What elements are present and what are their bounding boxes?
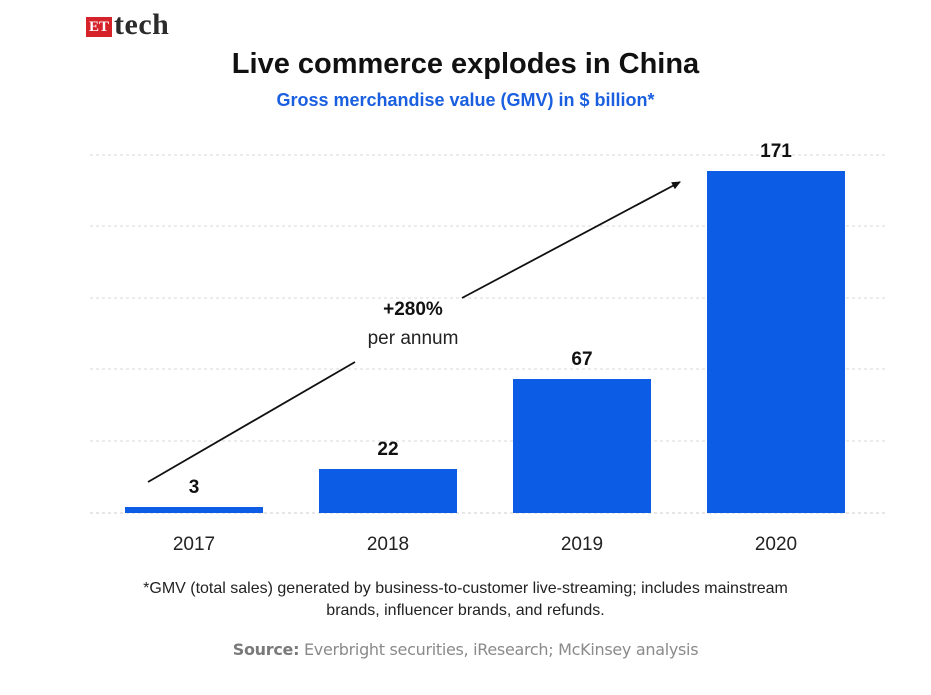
source-line: Source: Everbright securities, iResearch… <box>0 640 931 659</box>
growth-annotation-sub: per annum <box>368 328 459 349</box>
value-label-2020: 171 <box>760 141 792 162</box>
bar-value-labels: 3 22 67 171 <box>189 141 793 498</box>
et-logo-box: ET <box>86 16 113 37</box>
bar-2019 <box>513 379 651 513</box>
growth-arrow <box>147 181 681 483</box>
bar-2017 <box>125 507 263 513</box>
x-tick-2017: 2017 <box>173 534 215 555</box>
chart-subtitle: Gross merchandise value (GMV) in $ billi… <box>276 90 655 110</box>
x-tick-2020: 2020 <box>755 534 797 555</box>
et-tech-logo: ET tech <box>86 8 169 42</box>
bars <box>125 171 845 513</box>
footnote-line-2: brands, influencer brands, and refunds. <box>326 602 605 619</box>
source-text: Everbright securities, iResearch; McKins… <box>303 640 699 659</box>
value-label-2017: 3 <box>189 477 200 498</box>
bar-2018 <box>319 469 457 513</box>
footnote-line-1: *GMV (total sales) generated by business… <box>143 580 788 597</box>
source-label: Source: <box>232 640 300 659</box>
x-tick-2019: 2019 <box>561 534 603 555</box>
bar-2020 <box>707 171 845 513</box>
footnote: *GMV (total sales) generated by business… <box>60 578 871 622</box>
value-label-2018: 22 <box>377 439 398 460</box>
growth-arrow-lower <box>147 361 356 483</box>
value-label-2019: 67 <box>571 349 592 370</box>
growth-annotation-main: +280% <box>383 299 443 320</box>
tech-logo-word: tech <box>114 8 170 41</box>
x-axis-ticks: 2017 2018 2019 2020 <box>173 534 797 555</box>
growth-arrow-upper <box>461 181 681 299</box>
x-tick-2018: 2018 <box>367 534 409 555</box>
chart-title: Live commerce explodes in China <box>231 48 700 80</box>
